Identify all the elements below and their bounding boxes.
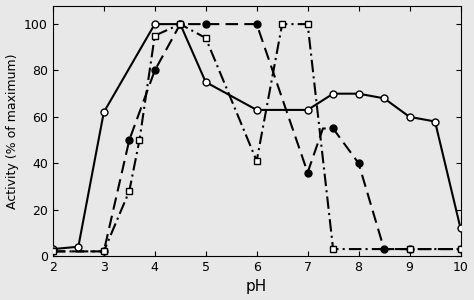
X-axis label: pH: pH (246, 279, 267, 294)
Y-axis label: Activity (% of maximum): Activity (% of maximum) (6, 53, 18, 208)
